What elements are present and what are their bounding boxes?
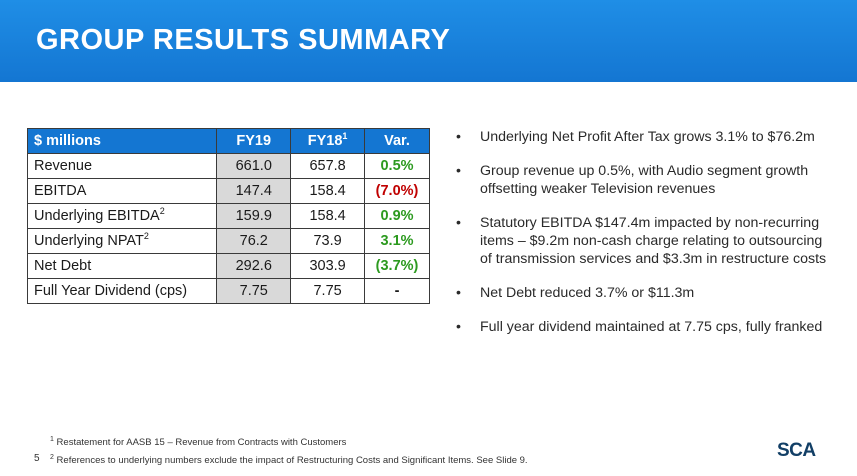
row-fy18-value: 73.9 bbox=[290, 228, 366, 254]
table-row: EBITDA 147.4 158.4 (7.0%) bbox=[26, 178, 430, 204]
row-label-text: Revenue bbox=[34, 158, 93, 174]
row-footnote-marker: 2 bbox=[143, 231, 149, 242]
row-variance-value: 0.9% bbox=[364, 203, 430, 229]
row-label: Net Debt bbox=[26, 253, 218, 279]
row-label-text: Underlying EBITDA bbox=[34, 208, 160, 224]
header-banner: GROUP RESULTS SUMMARY bbox=[0, 0, 857, 82]
list-item: • Underlying Net Profit After Tax grows 3… bbox=[454, 128, 834, 146]
bullet-dot-icon: • bbox=[456, 215, 461, 231]
column-header-var: Var. bbox=[364, 128, 430, 154]
row-fy18-value: 158.4 bbox=[290, 203, 366, 229]
bullet-dot-icon: • bbox=[456, 129, 461, 145]
footnote-2: 2 References to underlying numbers exclu… bbox=[50, 452, 528, 470]
row-fy18-value: 158.4 bbox=[290, 178, 366, 204]
table-row: Full Year Dividend (cps) 7.75 7.75- bbox=[26, 278, 430, 304]
bullet-dot-icon: • bbox=[456, 285, 461, 301]
row-fy18-value: 657.8 bbox=[290, 153, 366, 179]
row-label-text: Net Debt bbox=[34, 258, 92, 274]
bullet-dot-icon: • bbox=[456, 319, 461, 335]
table-row: Revenue 661.0 657.8 0.5% bbox=[26, 153, 430, 179]
row-fy19-value: 76.2 bbox=[216, 228, 292, 254]
list-item: • Statutory EBITDA $147.4m impacted by no… bbox=[454, 214, 834, 268]
row-label: Underlying NPAT2 bbox=[26, 228, 218, 254]
table-row: Underlying EBITDA2 159.9 158.4 0.9% bbox=[26, 203, 430, 229]
row-label: EBITDA bbox=[26, 178, 218, 204]
row-variance-value: 3.1% bbox=[364, 228, 430, 254]
bullet-dot-icon: • bbox=[456, 163, 461, 179]
row-fy18-value: 303.9 bbox=[290, 253, 366, 279]
bullet-text: Net Debt reduced 3.7% or $11.3m bbox=[480, 285, 695, 301]
row-variance-value: 0.5% bbox=[364, 153, 430, 179]
row-label-text: Full Year Dividend (cps) bbox=[34, 283, 188, 299]
summary-bullets: • Underlying Net Profit After Tax grows 3… bbox=[454, 128, 834, 352]
footnotes: 1 Restatement for AASB 15 – Revenue from… bbox=[50, 434, 528, 470]
results-table: $ millions FY19 FY181 Var. Revenue 661.0 6… bbox=[26, 128, 430, 304]
fy18-text: FY18 bbox=[307, 133, 343, 149]
row-label: Full Year Dividend (cps) bbox=[26, 278, 218, 304]
row-fy19-value: 147.4 bbox=[216, 178, 292, 204]
row-variance-value: (3.7%) bbox=[364, 253, 430, 279]
column-header-label: $ millions bbox=[26, 128, 218, 154]
footnote-2-text: References to underlying numbers exclude… bbox=[56, 455, 528, 466]
row-variance-value: (7.0%) bbox=[364, 178, 430, 204]
footnote-2-marker: 2 bbox=[50, 453, 54, 461]
footnote-1-text: Restatement for AASB 15 – Revenue from C… bbox=[56, 437, 347, 448]
bullet-text: Statutory EBITDA $147.4m impacted by non… bbox=[480, 215, 827, 267]
row-fy19-value: 159.9 bbox=[216, 203, 292, 229]
page-title: GROUP RESULTS SUMMARY bbox=[36, 24, 451, 56]
table-row: Underlying NPAT2 76.2 73.9 3.1% bbox=[26, 228, 430, 254]
bullet-text: Underlying Net Profit After Tax grows 3.… bbox=[480, 129, 815, 145]
table-header-row: $ millions FY19 FY181 Var. bbox=[26, 128, 430, 154]
list-item: • Group revenue up 0.5%, with Audio segme… bbox=[454, 162, 834, 198]
bullet-text: Group revenue up 0.5%, with Audio segmen… bbox=[480, 163, 809, 197]
footnote-1: 1 Restatement for AASB 15 – Revenue from… bbox=[50, 434, 528, 452]
column-header-fy18: FY181 bbox=[290, 128, 366, 154]
footnote-1-marker: 1 bbox=[50, 435, 54, 443]
list-item: • Net Debt reduced 3.7% or $11.3m bbox=[454, 284, 834, 302]
bullet-text: Full year dividend maintained at 7.75 cp… bbox=[480, 319, 823, 335]
sca-logo: SCA bbox=[777, 440, 816, 461]
row-fy19-value: 292.6 bbox=[216, 253, 292, 279]
row-label: Revenue bbox=[26, 153, 218, 179]
fy18-footnote-marker: 1 bbox=[342, 131, 348, 142]
row-label: Underlying EBITDA2 bbox=[26, 203, 218, 229]
table-row: Net Debt 292.6 303.9 (3.7%) bbox=[26, 253, 430, 279]
row-fy19-value: 7.75 bbox=[216, 278, 292, 304]
row-fy18-value: 7.75 bbox=[290, 278, 366, 304]
row-footnote-marker: 2 bbox=[159, 206, 165, 217]
list-item: • Full year dividend maintained at 7.75 c… bbox=[454, 318, 834, 336]
row-fy19-value: 661.0 bbox=[216, 153, 292, 179]
column-header-fy19: FY19 bbox=[216, 128, 292, 154]
row-variance-value: - bbox=[364, 278, 430, 304]
row-label-text: EBITDA bbox=[34, 183, 87, 199]
page-number: 5 bbox=[34, 453, 40, 464]
row-label-text: Underlying NPAT bbox=[34, 233, 144, 249]
